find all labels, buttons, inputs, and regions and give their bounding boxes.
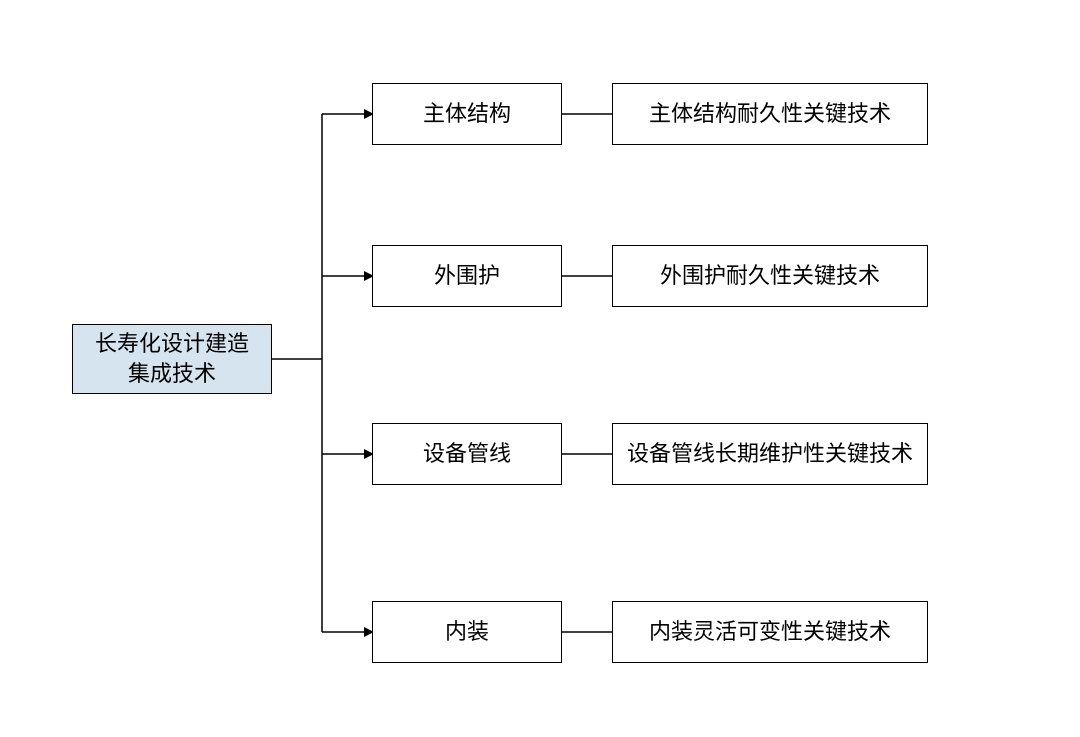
mid-node-interior: 内装 [372, 601, 562, 663]
mid-label: 内装 [445, 617, 489, 647]
mid-label: 主体结构 [423, 99, 511, 129]
root-label-line2: 集成技术 [95, 359, 249, 389]
diagram-canvas: 长寿化设计建造 集成技术 主体结构 主体结构耐久性关键技术 外围护 外围护耐久性… [0, 0, 1080, 737]
mid-node-main-structure: 主体结构 [372, 83, 562, 145]
mid-node-pipelines: 设备管线 [372, 423, 562, 485]
leaf-label: 主体结构耐久性关键技术 [649, 99, 891, 129]
root-node: 长寿化设计建造 集成技术 [72, 324, 272, 394]
leaf-label: 内装灵活可变性关键技术 [649, 617, 891, 647]
leaf-label: 设备管线长期维护性关键技术 [627, 439, 913, 469]
leaf-node-main-structure: 主体结构耐久性关键技术 [612, 83, 928, 145]
mid-label: 外围护 [434, 261, 500, 291]
leaf-node-pipelines: 设备管线长期维护性关键技术 [612, 423, 928, 485]
leaf-label: 外围护耐久性关键技术 [660, 261, 880, 291]
mid-label: 设备管线 [423, 439, 511, 469]
leaf-node-envelope: 外围护耐久性关键技术 [612, 245, 928, 307]
leaf-node-interior: 内装灵活可变性关键技术 [612, 601, 928, 663]
mid-node-envelope: 外围护 [372, 245, 562, 307]
root-label-line1: 长寿化设计建造 [95, 329, 249, 359]
